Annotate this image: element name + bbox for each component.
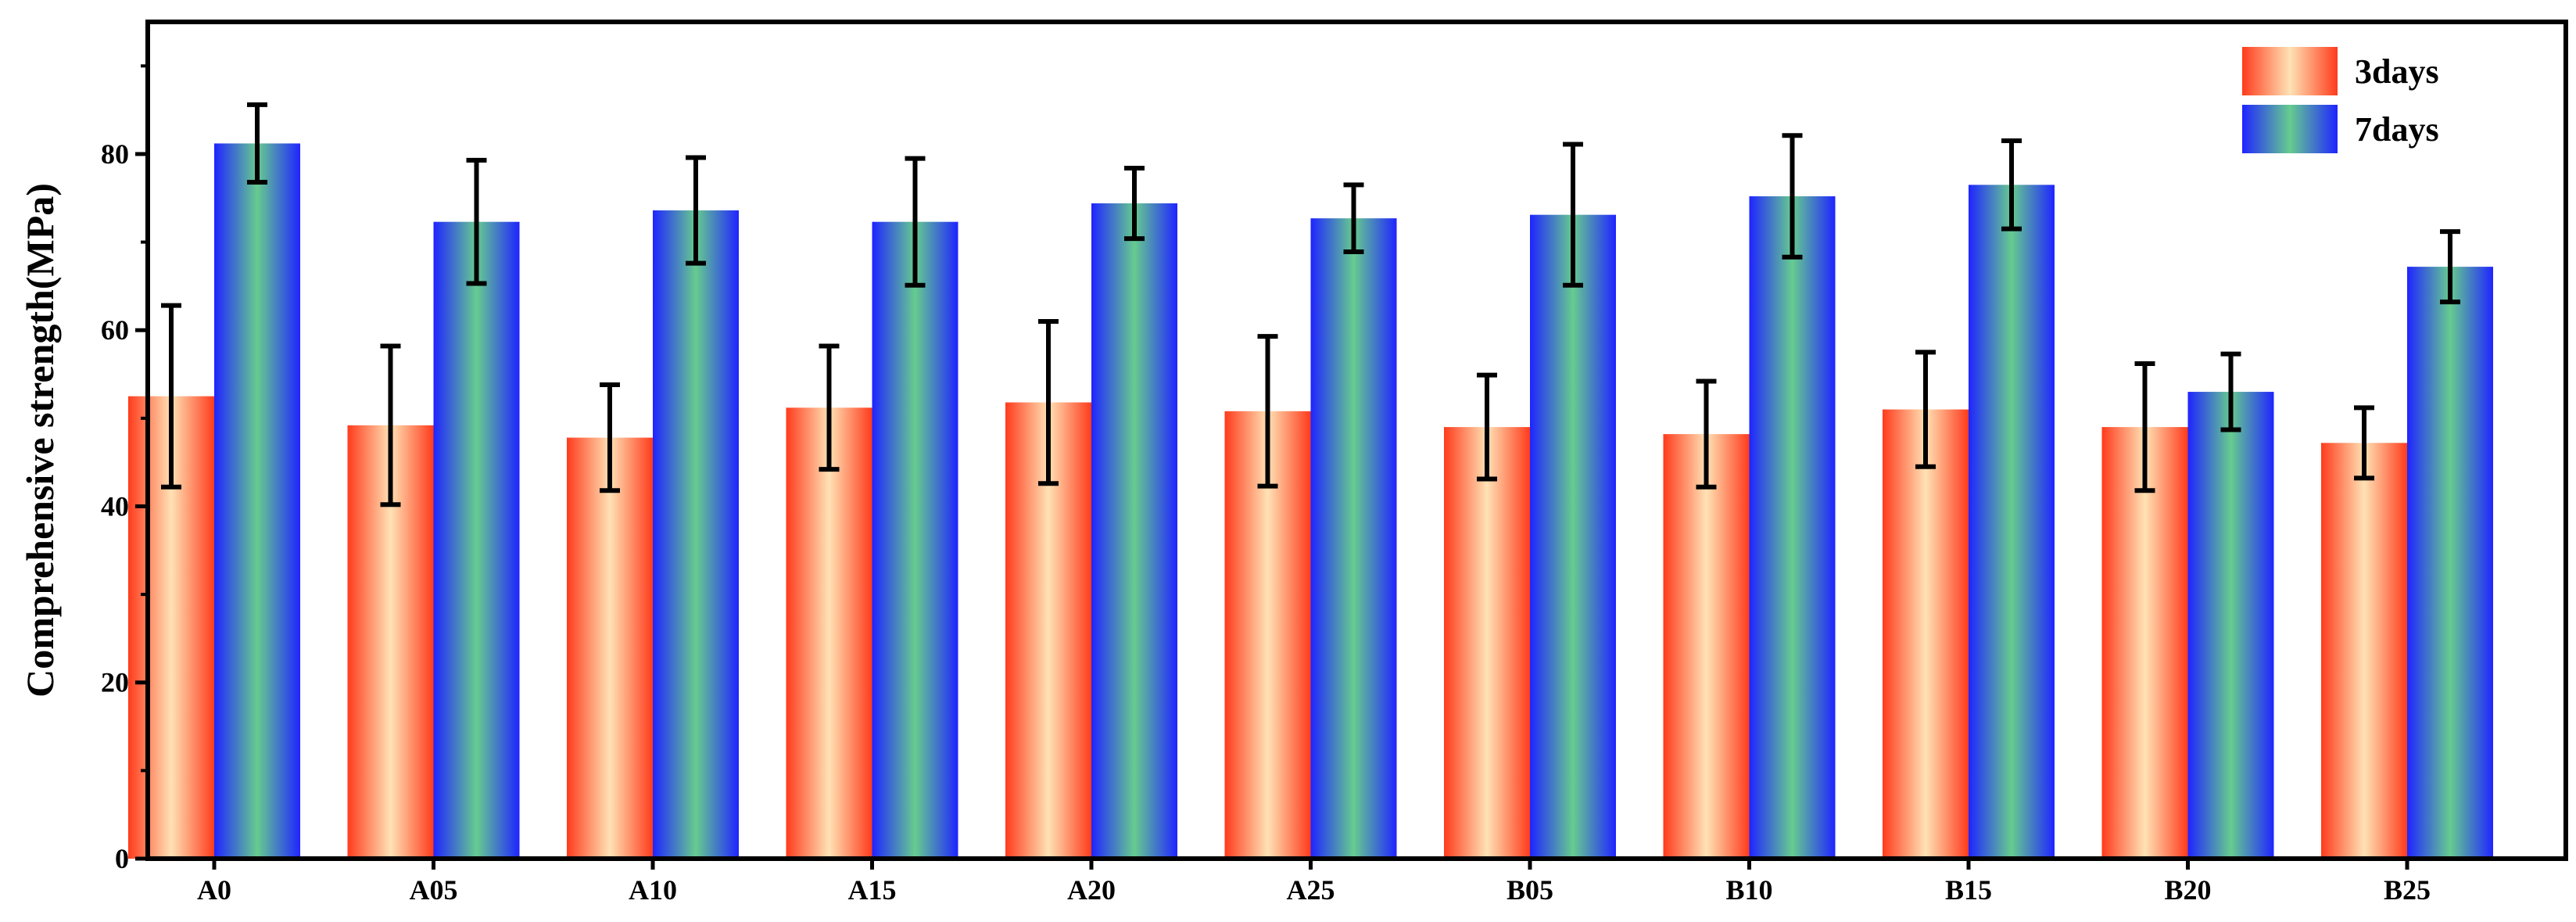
x-tick-label-A20: A20 (1067, 874, 1116, 906)
legend-swatch-7days (2242, 105, 2338, 153)
x-tick-label-B20: B20 (2164, 874, 2211, 906)
legend-label-7days: 7days (2355, 110, 2439, 149)
y-tick-label-0: 0 (115, 843, 129, 874)
bar-7days-B15 (1969, 185, 2055, 859)
x-tick-label-A0: A0 (197, 874, 231, 906)
x-tick-label-B05: B05 (1507, 874, 1553, 906)
y-tick-label-60: 60 (101, 314, 129, 346)
bar-7days-B25 (2407, 267, 2493, 859)
y-tick-label-40: 40 (101, 490, 129, 522)
bar-7days-A20 (1091, 203, 1177, 859)
x-tick-label-A10: A10 (629, 874, 677, 906)
x-tick-label-A15: A15 (848, 874, 897, 906)
x-axis-ticks: A0 A05 A10 A15 A20 A25 B05 B10 B15 B20 B25 (197, 859, 2431, 906)
bar-7days-B20 (2187, 392, 2274, 859)
bar-3days-A10 (567, 437, 653, 859)
x-tick-label-B10: B10 (1725, 874, 1772, 906)
legend-swatch-3days (2242, 47, 2338, 95)
x-tick-label-B25: B25 (2384, 874, 2431, 906)
bar-3days-A15 (786, 407, 872, 859)
y-tick-label-20: 20 (101, 667, 129, 698)
bar-7days-A10 (653, 210, 739, 859)
error-bars-layer (161, 102, 2460, 508)
y-axis-ticks: 0 20 40 60 80 (101, 64, 148, 874)
y-tick-label-80: 80 (101, 138, 129, 170)
bar-3days-B20 (2101, 427, 2188, 859)
bar-3days-B25 (2321, 443, 2407, 859)
bar-7days-B05 (1530, 214, 1616, 859)
legend: 3days 7days (2242, 47, 2439, 153)
x-tick-label-A05: A05 (410, 874, 458, 906)
bar-7days-A05 (433, 221, 520, 859)
bar-3days-B15 (1883, 409, 1969, 859)
y-axis-label: Comprehensive strength(MPa) (18, 183, 62, 698)
x-tick-label-B15: B15 (1945, 874, 1992, 906)
bar-3days-B05 (1444, 427, 1530, 859)
legend-label-3days: 3days (2355, 52, 2439, 91)
x-tick-label-A25: A25 (1287, 874, 1335, 906)
bar-7days-A0 (214, 143, 300, 859)
bar-7days-B10 (1749, 196, 1836, 859)
bar-7days-A15 (872, 221, 958, 859)
bar-3days-B10 (1663, 434, 1750, 859)
bar-7days-A25 (1310, 218, 1397, 859)
bars-layer (128, 143, 2493, 859)
plot-frame (145, 20, 2568, 861)
